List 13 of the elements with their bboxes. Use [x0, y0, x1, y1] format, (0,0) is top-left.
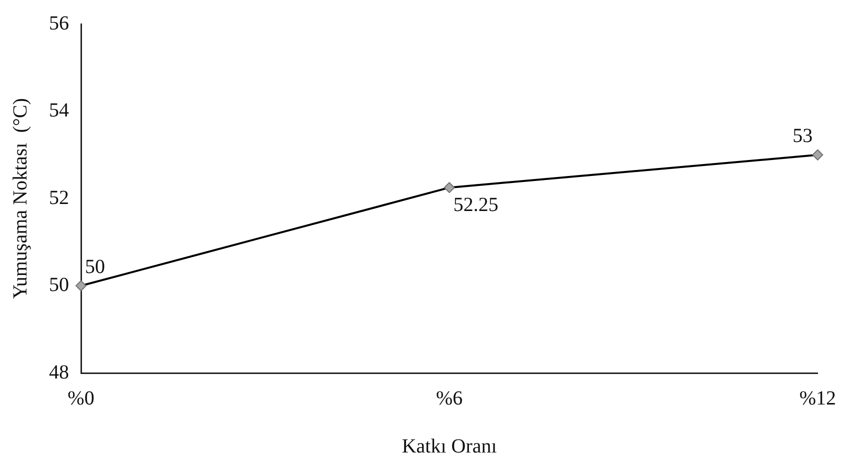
- y-tick-label: 54: [49, 100, 69, 122]
- y-tick-label: 48: [49, 361, 69, 384]
- data-label: 52.25: [453, 194, 498, 216]
- y-tick-label: 56: [49, 12, 69, 34]
- data-label: 53: [792, 125, 813, 148]
- y-axis-title: Yumuşama Noktası (°C): [9, 98, 32, 299]
- y-tick-label: 52: [49, 186, 69, 209]
- x-tick-label: %12: [799, 387, 836, 410]
- y-tick-label: 50: [49, 274, 69, 296]
- x-axis-title: Katkı Oranı: [402, 435, 498, 458]
- x-tick-label: %6: [436, 387, 463, 410]
- x-tick-label: %0: [68, 387, 94, 410]
- data-label: 50: [85, 256, 105, 278]
